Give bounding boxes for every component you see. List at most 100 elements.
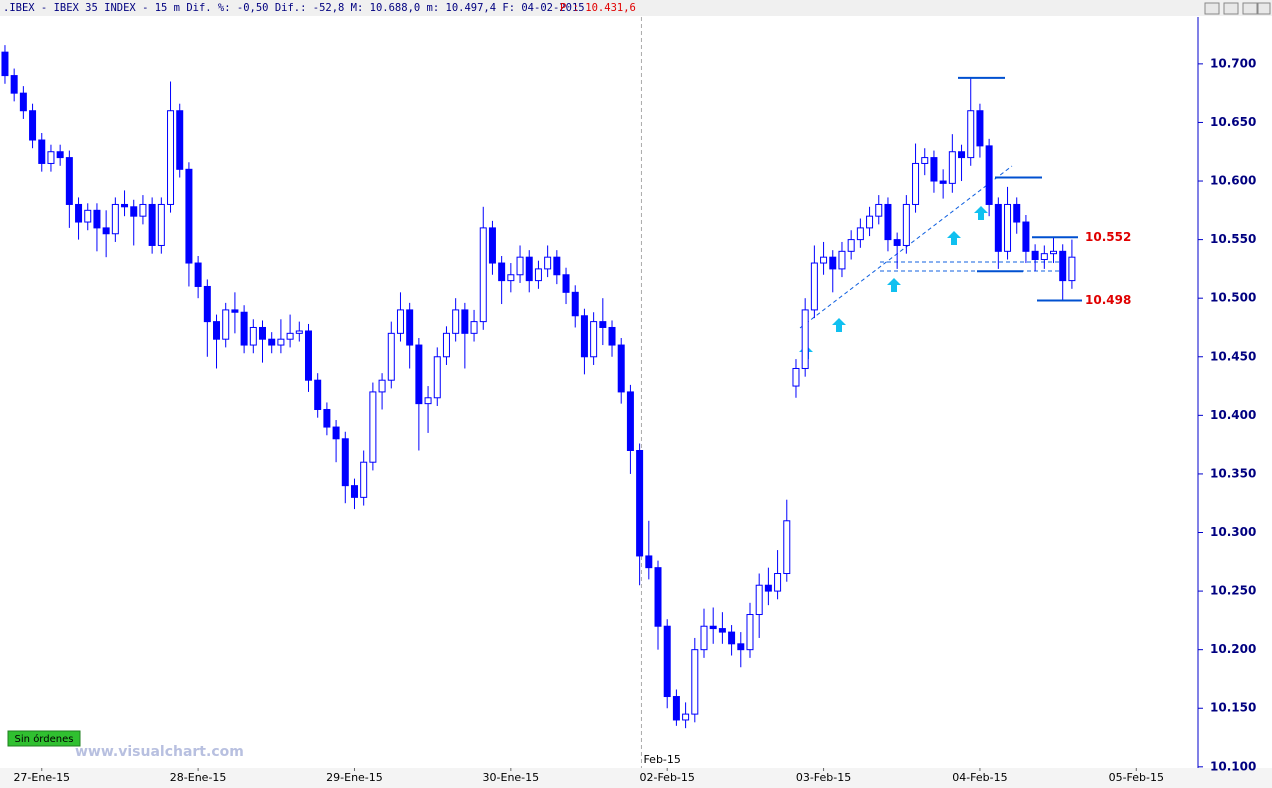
candle-body <box>718 628 726 633</box>
candle-body <box>893 239 901 246</box>
level-label: 10.498 <box>1085 293 1131 307</box>
candle-body <box>939 180 947 184</box>
candle-body <box>433 356 441 399</box>
candle-body <box>65 157 73 205</box>
x-tick-label: 30-Ene-15 <box>483 771 540 784</box>
candle-body <box>948 151 956 184</box>
candle-body <box>884 203 892 241</box>
candle-body <box>1059 250 1067 282</box>
candle-body <box>930 157 938 182</box>
candle-body <box>38 139 46 164</box>
candle-body <box>396 309 404 334</box>
candle-body <box>259 326 267 340</box>
candle-body <box>84 209 92 223</box>
candle-body <box>157 203 165 246</box>
status-box[interactable] <box>7 730 81 747</box>
candle-body <box>1004 203 1012 252</box>
candle-body <box>240 311 248 346</box>
candle-body <box>360 461 368 498</box>
candle-body <box>185 168 193 264</box>
candle-body <box>369 391 377 463</box>
x-tick-label: 05-Feb-15 <box>1109 771 1164 784</box>
candle-body <box>774 573 782 592</box>
candle-body <box>323 408 331 428</box>
candle-body <box>222 309 230 340</box>
arrows <box>799 206 988 359</box>
candle-body <box>580 315 588 358</box>
candle-body <box>654 567 662 627</box>
candle-body <box>764 584 772 592</box>
candle-body <box>562 274 570 293</box>
candle-body <box>1022 221 1030 252</box>
candle-body <box>728 631 736 645</box>
up-arrow <box>947 231 961 245</box>
candle-body <box>406 309 414 346</box>
candle-body <box>93 209 101 229</box>
candle-body <box>268 338 276 346</box>
watermark: www.visualchart.com <box>75 744 244 760</box>
candle-body <box>921 157 929 164</box>
candle-body <box>838 250 846 270</box>
candle-body <box>479 227 487 323</box>
candle-body <box>314 379 322 410</box>
candle-body <box>636 449 644 557</box>
candle-body <box>590 321 598 358</box>
candle-body <box>415 344 423 405</box>
window-controls <box>1204 2 1271 15</box>
candle-body <box>1068 256 1076 282</box>
x-tick-label: 02-Feb-15 <box>639 771 694 784</box>
candle-body <box>792 367 800 387</box>
candle-body <box>544 256 552 270</box>
candle-body <box>663 625 671 698</box>
candle-body <box>801 309 809 369</box>
candle-body <box>194 262 202 287</box>
close-button[interactable] <box>1257 2 1271 15</box>
candle-body <box>820 256 828 264</box>
candle-body <box>737 643 745 651</box>
candle-body <box>967 110 975 159</box>
minimize-button[interactable] <box>1204 2 1220 15</box>
candle-body <box>203 285 211 323</box>
up-arrow <box>887 278 901 292</box>
candle-body <box>875 203 883 217</box>
candle-body <box>994 203 1002 252</box>
candle-body <box>1 51 9 77</box>
candle-body <box>608 326 616 346</box>
candle-body <box>553 256 561 276</box>
candle-body <box>167 110 175 205</box>
candle-body <box>709 625 717 630</box>
y-tick-label: 10.350 <box>1210 466 1256 480</box>
maximize-button[interactable] <box>1242 2 1258 15</box>
candle-body <box>1040 253 1048 261</box>
candle-body <box>599 321 607 328</box>
candle-body <box>617 344 625 393</box>
candle-body <box>1031 250 1039 261</box>
level-label: 10.552 <box>1085 230 1131 244</box>
candle-body <box>176 110 184 170</box>
candle-body <box>102 227 110 235</box>
restore-button[interactable] <box>1223 2 1239 15</box>
y-tick-label: 10.700 <box>1210 56 1256 70</box>
candle-body <box>507 274 515 282</box>
header-bar <box>0 0 1272 16</box>
candle-body <box>912 162 920 205</box>
candle-body <box>645 555 653 569</box>
up-arrow <box>832 318 846 332</box>
up-arrow <box>974 206 988 220</box>
month-label: Feb-15 <box>643 753 680 766</box>
candle-body <box>470 321 478 334</box>
header-price: P : 10.431,6 <box>560 2 636 14</box>
candle-body <box>847 239 855 252</box>
y-tick-label: 10.600 <box>1210 174 1256 188</box>
candle-body <box>29 110 37 141</box>
y-tick-label: 10.500 <box>1210 291 1256 305</box>
candle-body <box>958 151 966 159</box>
x-tick-label: 04-Feb-15 <box>952 771 1007 784</box>
candle-body <box>231 309 239 313</box>
candle-body <box>571 291 579 317</box>
candle-body <box>56 151 64 159</box>
candle-body <box>424 397 432 405</box>
candle-body <box>985 145 993 205</box>
candle-body <box>213 321 221 340</box>
